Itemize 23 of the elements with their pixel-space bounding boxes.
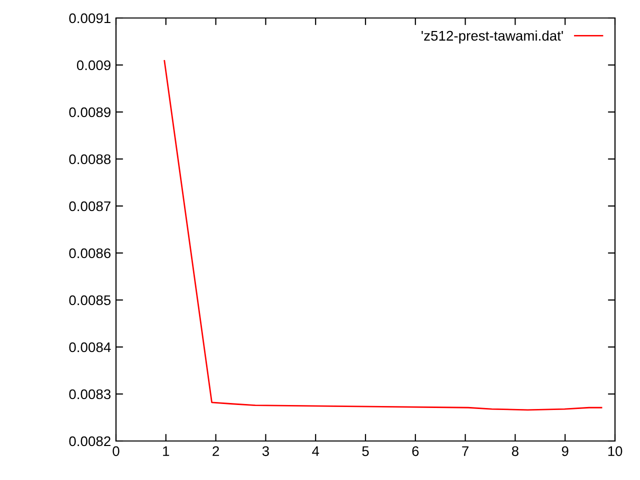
line-series bbox=[164, 60, 602, 411]
y-tick-label: 0.0084 bbox=[69, 342, 111, 352]
x-tick-label: 0 bbox=[112, 446, 120, 456]
legend-label: 'z512-prest-tawami.dat' bbox=[422, 30, 563, 44]
x-tick-label: 5 bbox=[362, 446, 369, 456]
y-tick-label: 0.0091 bbox=[69, 13, 110, 24]
y-tick-label: 0.0088 bbox=[69, 154, 111, 164]
x-tick-label: 4 bbox=[312, 446, 320, 456]
y-tick-label: 0.0089 bbox=[69, 107, 110, 118]
x-tick-label: 2 bbox=[212, 446, 219, 456]
y-tick-label: 0.0087 bbox=[69, 201, 110, 212]
x-tick-label: 8 bbox=[512, 446, 518, 456]
y-tick-label: 0.0086 bbox=[69, 248, 111, 258]
x-tick-label: 1 bbox=[163, 446, 170, 456]
y-tick-label: 0.0082 bbox=[69, 436, 110, 446]
y-tick-label: 0.009 bbox=[76, 60, 110, 70]
y-tick-label: 0.0085 bbox=[69, 295, 111, 306]
x-tick-label: 7 bbox=[462, 446, 468, 456]
x-tick-label: 9 bbox=[562, 446, 568, 456]
x-tick-label: 6 bbox=[412, 446, 419, 456]
x-tick-label: 3 bbox=[262, 446, 269, 456]
x-tick-label: 10 bbox=[608, 446, 622, 456]
y-tick-label: 0.0083 bbox=[69, 389, 111, 400]
